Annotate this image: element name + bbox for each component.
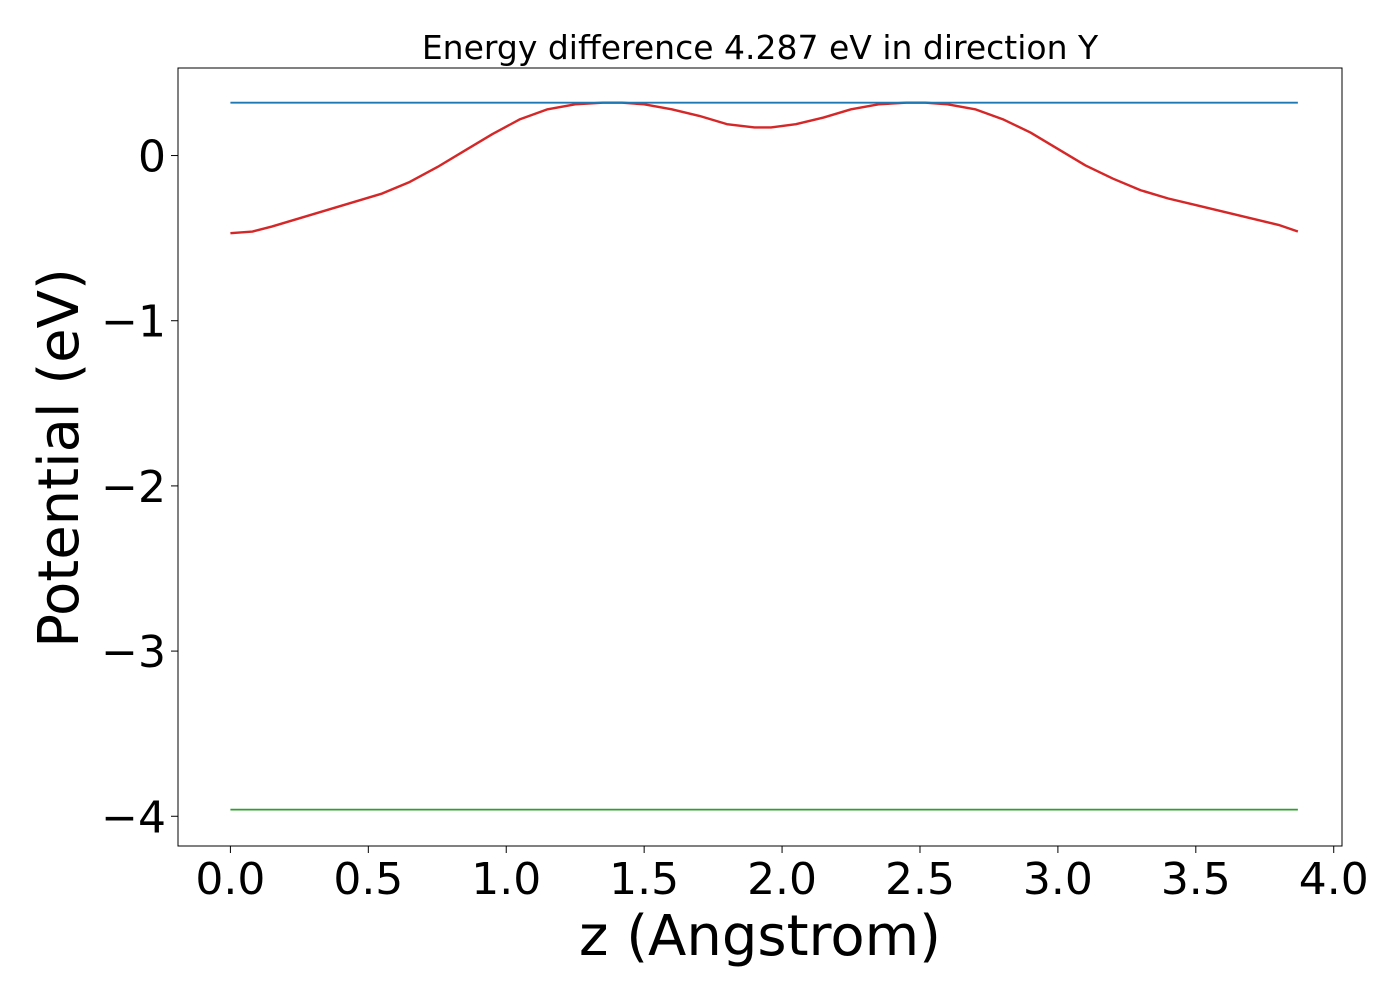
x-tick-label: 4.0 [1299, 854, 1369, 905]
x-tick-label: 0.5 [333, 854, 403, 905]
plot-frame [177, 67, 1343, 847]
x-tick-label: 3.5 [1161, 854, 1231, 905]
y-axis-label: Potential (eV) [27, 268, 92, 648]
y-tick-label: −1 [101, 297, 166, 348]
y-tick-label: −2 [101, 462, 166, 513]
x-tick-label: 1.0 [471, 854, 541, 905]
chart-title: Energy difference 4.287 eV in direction … [422, 28, 1099, 67]
axes: 0.0 0.5 1.0 1.5 2.0 2.5 3.0 3.5 4.0 0 −1 −2 −3 −4 [101, 67, 1369, 905]
y-tick-label: −4 [101, 792, 166, 843]
x-tick-label: 2.5 [885, 854, 955, 905]
series-line-1 [230, 101, 1299, 235]
y-tick-label: −3 [101, 627, 166, 678]
x-tick-label: 0.0 [195, 854, 265, 905]
x-axis-label: z (Angstrom) [579, 904, 941, 969]
plot-area [230, 101, 1299, 811]
y-tick-label: 0 [138, 132, 166, 183]
x-tick-label: 2.0 [747, 854, 817, 905]
x-tick-label: 1.5 [609, 854, 679, 905]
x-tick-label: 3.0 [1023, 854, 1093, 905]
